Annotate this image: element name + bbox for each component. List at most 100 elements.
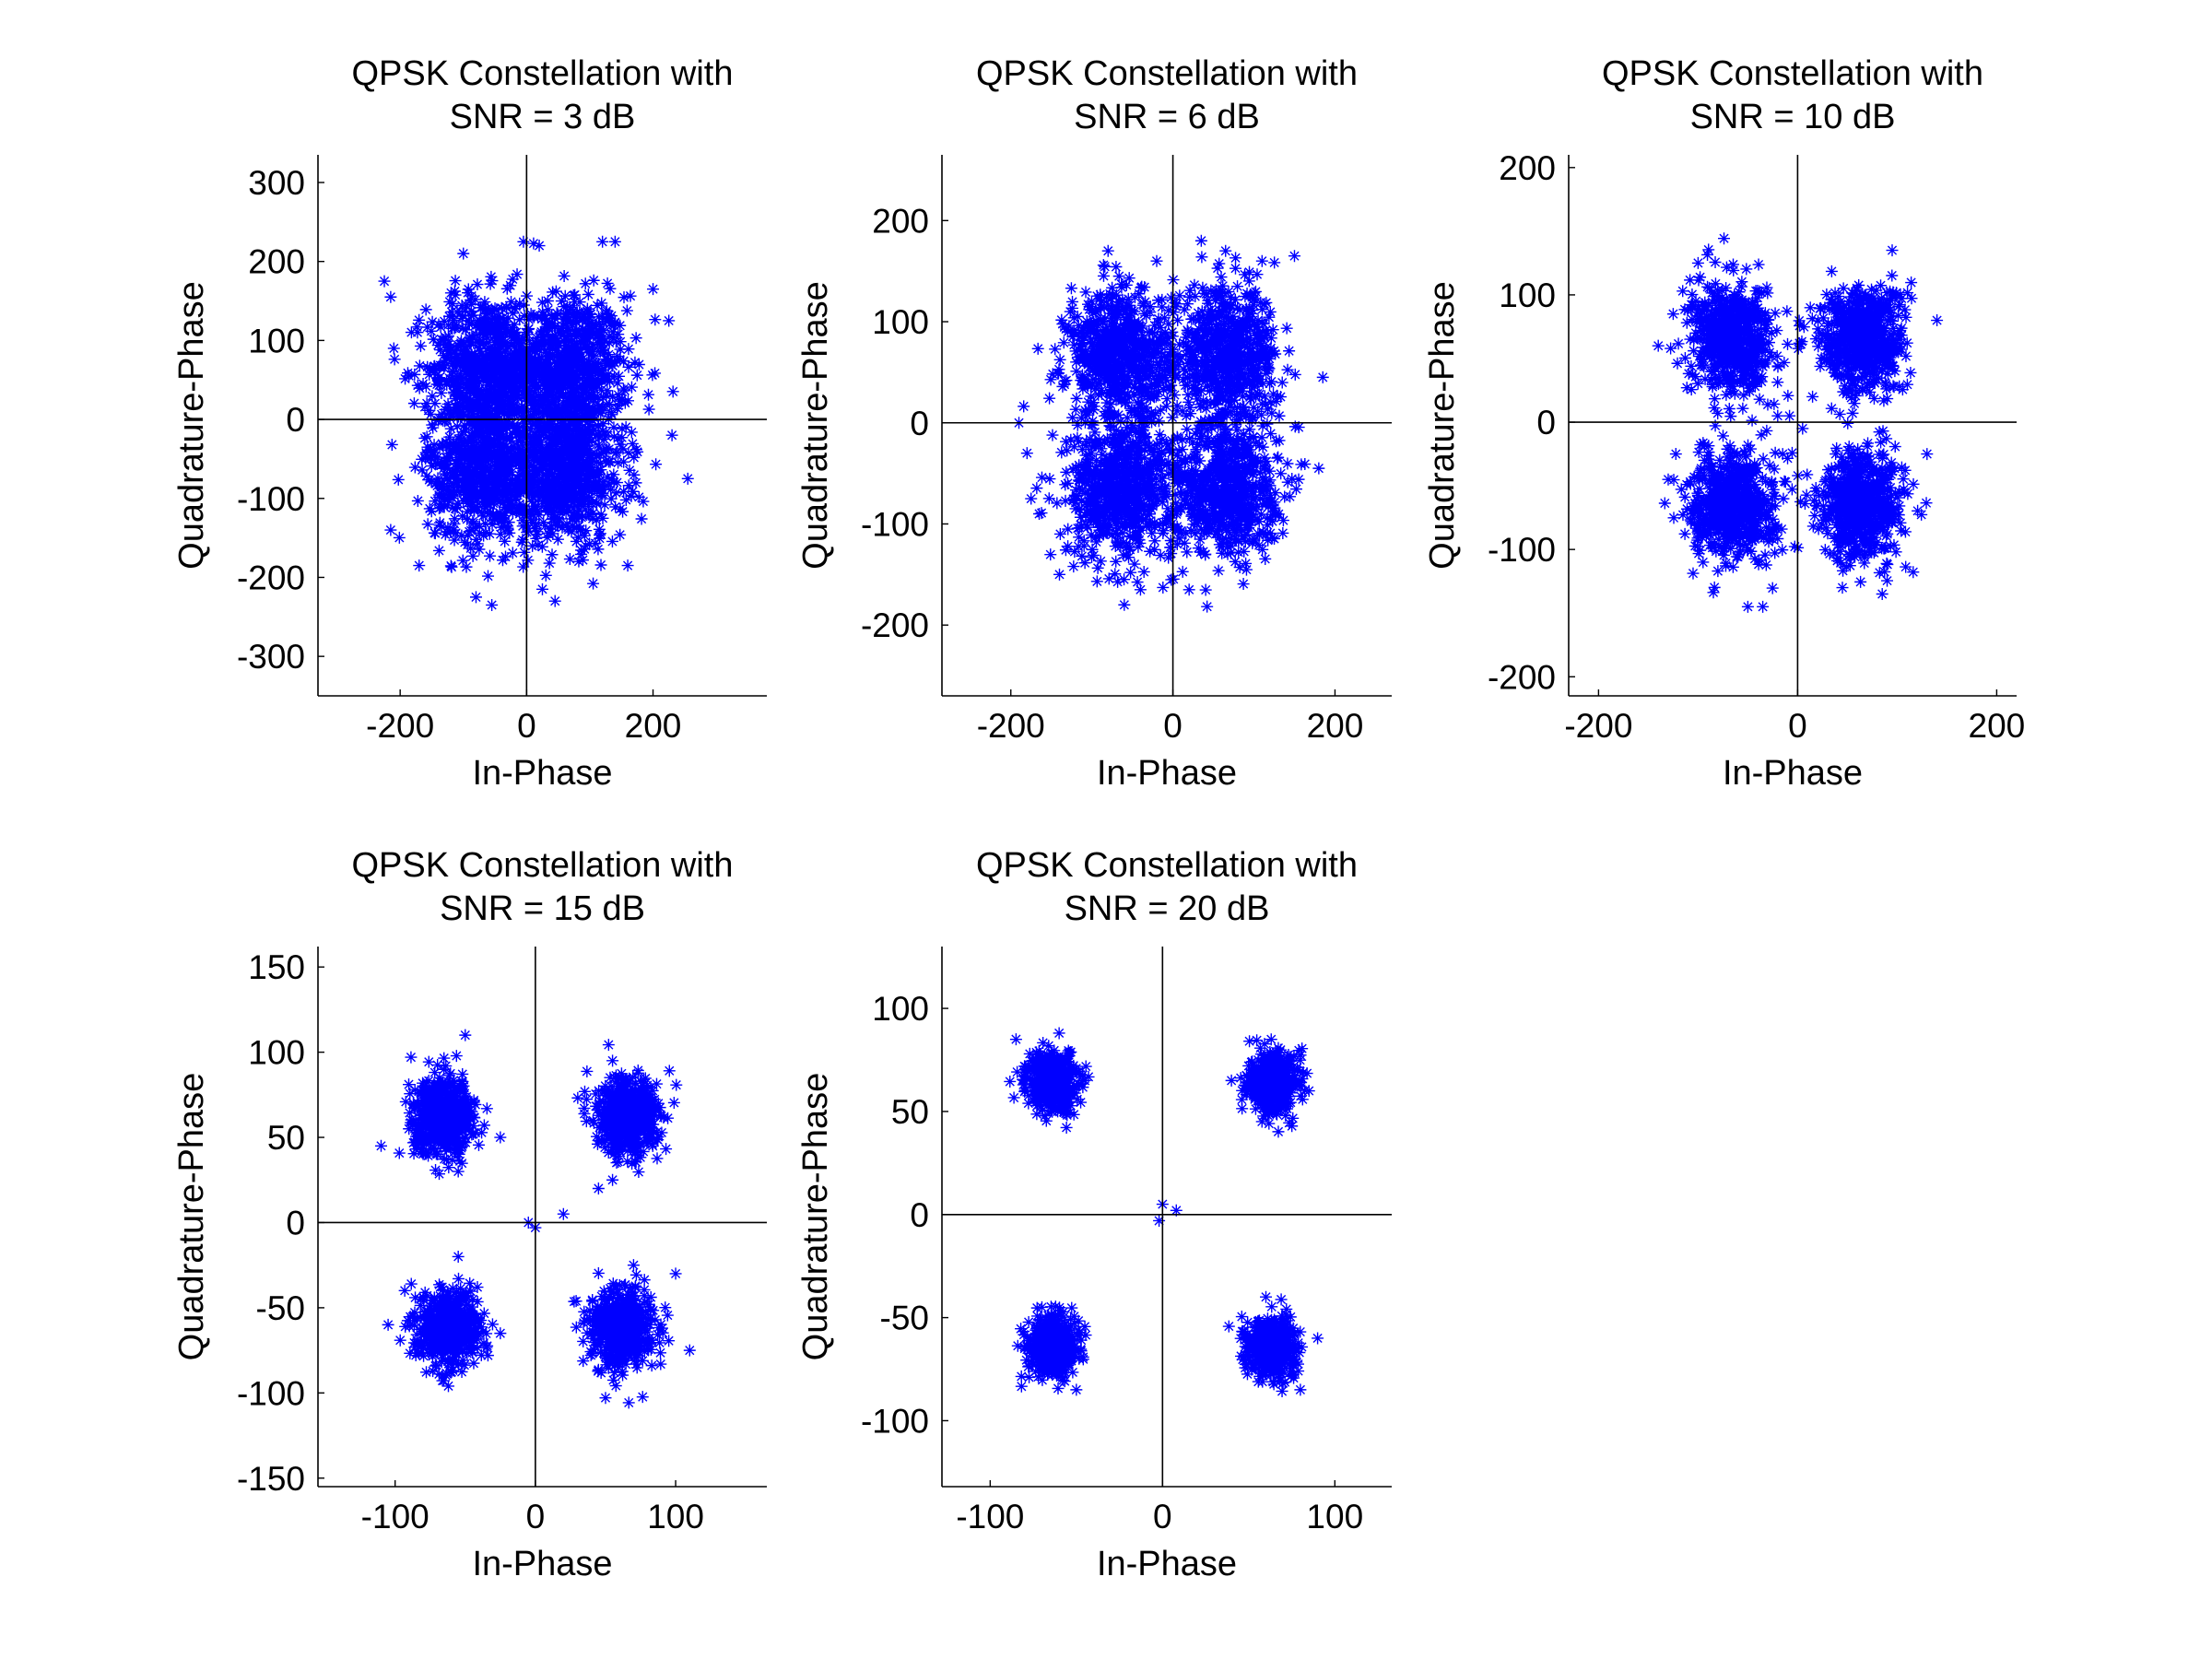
x-axis-label: In-Phase: [1097, 754, 1237, 793]
y-tick-label: 0: [910, 1196, 929, 1234]
y-tick-label: 0: [910, 405, 929, 442]
outlier-point: [1134, 583, 1147, 596]
point-cluster-2: [1011, 1300, 1092, 1394]
outlier-point: [1170, 1204, 1182, 1217]
outlier-point: [1741, 600, 1754, 613]
outlier-point: [1053, 1027, 1065, 1040]
chart-title-line: SNR = 3 dB: [450, 98, 636, 136]
point-cluster-0: [1794, 265, 1918, 438]
y-tick-label: 100: [872, 303, 929, 341]
chart-title-line: QPSK Constellation with: [1602, 54, 1983, 93]
outlier-point: [384, 524, 397, 536]
y-tick-label: -100: [1488, 531, 1556, 569]
outlier-point: [647, 283, 660, 296]
outlier-point: [1931, 314, 1944, 327]
x-tick-label: -200: [977, 707, 1045, 745]
outlier-point: [533, 240, 546, 253]
y-tick-label: 200: [872, 202, 929, 240]
outlier-point: [1118, 598, 1131, 611]
outlier-point: [665, 429, 678, 441]
outlier-point: [1260, 1290, 1273, 1303]
outlier-point: [1836, 582, 1849, 594]
outlier-point: [494, 1131, 507, 1144]
x-axis-label: In-Phase: [472, 754, 612, 793]
x-tick-label: 0: [526, 1498, 546, 1535]
outlier-point: [1288, 250, 1300, 263]
point-cluster-3: [1133, 384, 1312, 613]
outlier-point: [457, 247, 470, 260]
outlier-point: [536, 582, 548, 595]
outlier-point: [683, 1344, 696, 1357]
outlier-point: [1312, 1332, 1324, 1345]
outlier-point: [1662, 473, 1675, 486]
outlier-point: [1219, 244, 1232, 257]
point-cluster-2: [1030, 371, 1193, 594]
x-axis-label: In-Phase: [1723, 754, 1863, 793]
outlier-point: [1771, 409, 1784, 422]
x-tick-label: 200: [1969, 707, 2026, 745]
outlier-point: [469, 591, 482, 604]
y-tick-label: -50: [256, 1289, 305, 1327]
outlier-point: [627, 1259, 640, 1272]
y-tick-label: -100: [237, 1374, 305, 1412]
scatter-points: [378, 235, 694, 611]
y-tick-label: 0: [286, 1204, 305, 1241]
point-cluster-0: [571, 1039, 683, 1179]
y-tick-label: 50: [267, 1119, 305, 1157]
y-tick-label: 100: [872, 990, 929, 1028]
y-tick-label: 150: [248, 948, 305, 986]
subplots-container: -200 0 200 -300 -200 -100 0 100 200 300 QPSK Const…: [172, 54, 2025, 1583]
outlier-point: [592, 1182, 605, 1194]
outlier-point: [663, 314, 676, 327]
outlier-point: [557, 1207, 570, 1220]
outlier-point: [1316, 371, 1329, 383]
outlier-point: [1018, 1342, 1031, 1355]
x-tick-label: -200: [366, 707, 434, 745]
outlier-point: [387, 342, 400, 355]
chart-title-line: QPSK Constellation with: [352, 846, 734, 885]
chart-title-line: SNR = 15 dB: [440, 889, 645, 928]
x-axis-label: In-Phase: [1097, 1545, 1237, 1583]
outlier-point: [1035, 1300, 1048, 1313]
y-axis-label: Quadrature-Phase: [172, 281, 211, 570]
outlier-point: [1153, 1214, 1166, 1227]
outlier-point: [1302, 1085, 1315, 1098]
outlier-point: [1294, 1383, 1307, 1396]
x-tick-label: -100: [956, 1498, 1024, 1535]
y-axis-label: Quadrature-Phase: [172, 1073, 211, 1361]
point-cluster-3: [568, 1266, 676, 1409]
outlier-point: [452, 1165, 465, 1178]
outlier-point: [1776, 448, 1789, 461]
chart-title-line: QPSK Constellation with: [352, 54, 734, 93]
x-tick-label: 0: [1788, 707, 1807, 745]
outlier-point: [1652, 339, 1665, 352]
scatter-points: [1652, 232, 1944, 613]
y-tick-label: -300: [237, 638, 305, 676]
point-cluster-1: [1004, 1036, 1095, 1134]
outlier-point: [1053, 568, 1065, 581]
point-cluster-3: [1788, 426, 1933, 588]
outlier-point: [382, 1318, 394, 1331]
y-tick-label: -200: [1488, 658, 1556, 696]
y-tick-label: -200: [237, 559, 305, 596]
subplot-snr-4: -100 0 100 -100 -50 0 50 100 QPSK Constellation …: [796, 846, 1392, 1583]
y-tick-label: -100: [861, 505, 929, 543]
y-tick-label: 0: [1536, 404, 1556, 441]
outlier-point: [1757, 600, 1770, 613]
outlier-point: [608, 235, 621, 248]
outlier-point: [1255, 254, 1268, 267]
point-cluster-3: [1222, 1293, 1308, 1397]
chart-title-line: QPSK Constellation with: [976, 54, 1358, 93]
x-tick-label: 200: [1307, 707, 1364, 745]
outlier-point: [1078, 1074, 1091, 1087]
point-cluster-1: [1665, 232, 1808, 423]
point-cluster-2: [394, 1272, 499, 1393]
y-tick-label: -150: [237, 1460, 305, 1498]
y-tick-label: -100: [861, 1402, 929, 1440]
y-tick-label: -200: [861, 606, 929, 644]
outlier-point: [606, 1054, 619, 1067]
x-tick-label: 0: [1153, 1498, 1172, 1535]
y-axis-label: Quadrature-Phase: [796, 1073, 835, 1361]
subplot-snr-3: -100 0 100 -150 -100 -50 0 50 100 150 QPSK Constel…: [172, 846, 767, 1583]
outlier-point: [413, 559, 426, 572]
